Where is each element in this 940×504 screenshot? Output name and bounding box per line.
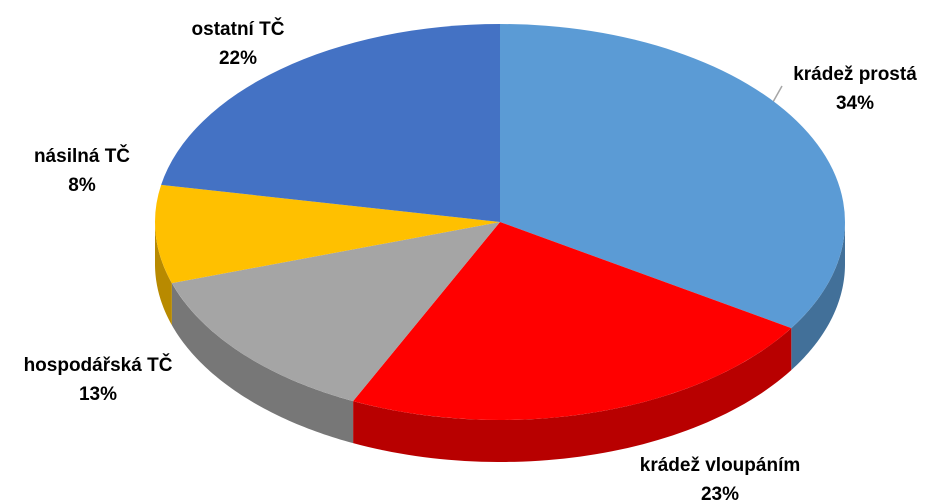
slice-value-label: 23% (701, 484, 739, 504)
slice (161, 24, 500, 222)
slice-label: krádež prostá (793, 64, 917, 85)
leader-line (772, 85, 783, 103)
slice-value-label: 13% (79, 384, 117, 405)
slice-value-label: 8% (68, 175, 96, 196)
slice-side (155, 222, 172, 326)
slice-label: ostatní TČ (192, 18, 285, 40)
slice (171, 222, 500, 402)
slice-value-label: 34% (836, 93, 874, 114)
slice-label: hospodářská TČ (24, 354, 173, 376)
slice-value-label: 22% (219, 48, 257, 69)
slice-side (791, 222, 845, 371)
slice-label: krádež vloupáním (640, 455, 801, 476)
slice-label: násilná TČ (34, 145, 130, 167)
slice-side (171, 283, 354, 444)
slice (500, 24, 845, 329)
slice-side (353, 328, 792, 462)
slice (154, 184, 500, 284)
slice (353, 222, 792, 420)
